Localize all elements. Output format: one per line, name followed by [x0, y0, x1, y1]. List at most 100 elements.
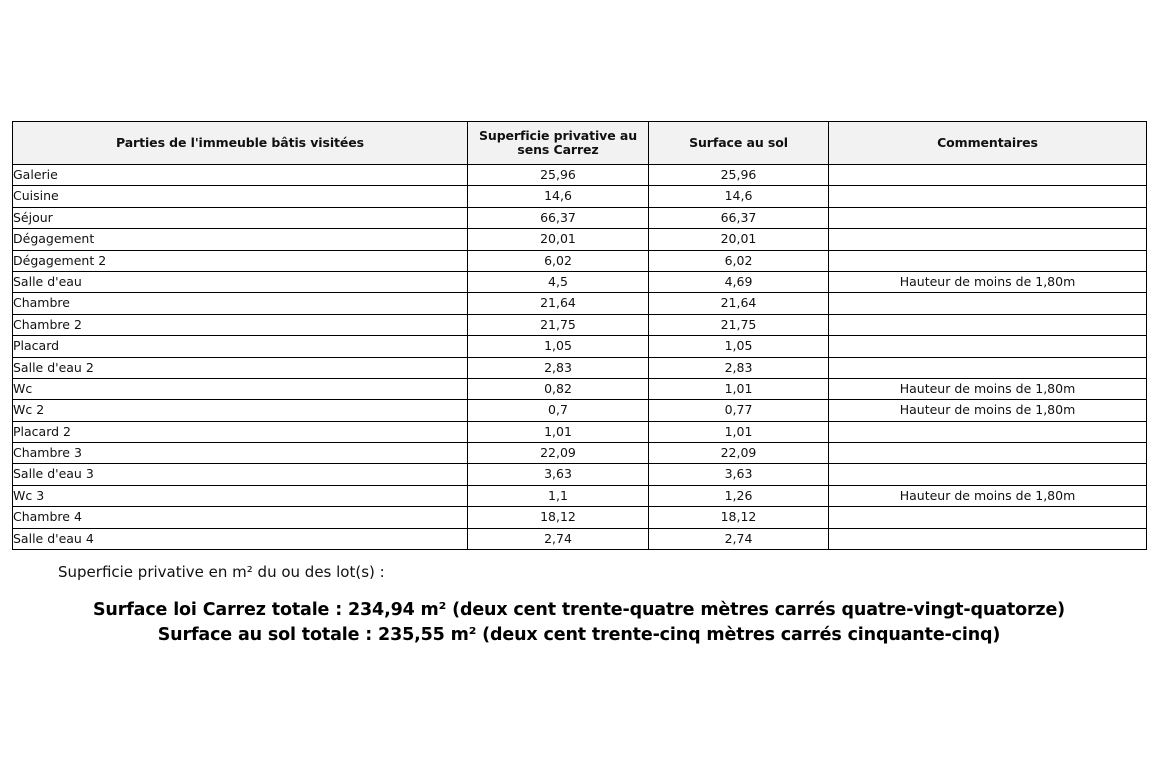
cell-room-name: Chambre	[12, 292, 468, 315]
cell-floor-area: 0,77	[648, 399, 829, 422]
cell-floor-area: 66,37	[648, 206, 829, 230]
cell-comment	[828, 442, 1147, 465]
cell-comment: Hauteur de moins de 1,80m	[828, 377, 1147, 401]
cell-carrez-area: 0,7	[467, 399, 649, 422]
cell-carrez-area: 66,37	[467, 206, 649, 230]
cell-carrez-area: 1,01	[467, 420, 649, 444]
cell-comment	[828, 206, 1147, 230]
cell-carrez-area: 18,12	[467, 506, 649, 529]
cell-floor-area: 25,96	[648, 163, 829, 187]
cell-room-name: Galerie	[12, 163, 468, 187]
table-row: Wc 3 1,1 1,26 Hauteur de moins de 1,80m	[12, 484, 1147, 508]
cell-comment: Hauteur de moins de 1,80m	[828, 484, 1147, 508]
cell-carrez-area: 21,75	[467, 313, 649, 337]
cell-room-name: Placard	[12, 335, 468, 358]
cell-carrez-area: 0,82	[467, 377, 649, 401]
cell-carrez-area: 22,09	[467, 442, 649, 465]
table-row: Chambre 2 21,75 21,75	[12, 313, 1147, 337]
cell-comment	[828, 506, 1147, 529]
cell-room-name: Chambre 2	[12, 313, 468, 337]
cell-floor-area: 21,64	[648, 292, 829, 315]
cell-floor-area: 2,74	[648, 527, 829, 551]
table-row: Chambre 4 18,12 18,12	[12, 506, 1147, 529]
cell-room-name: Wc	[12, 377, 468, 401]
table-row: Salle d'eau 2 2,83 2,83	[12, 356, 1147, 379]
cell-floor-area: 22,09	[648, 442, 829, 465]
table-row: Salle d'eau 3 3,63 3,63	[12, 463, 1147, 486]
total-carrez-line: Surface loi Carrez totale : 234,94 m² (d…	[92, 600, 1066, 621]
table-row: Salle d'eau 4 2,74 2,74	[12, 527, 1147, 551]
cell-floor-area: 18,12	[648, 506, 829, 529]
cell-carrez-area: 14,6	[467, 185, 649, 208]
cell-comment	[828, 249, 1147, 272]
cell-comment	[828, 356, 1147, 379]
table-row: Wc 0,82 1,01 Hauteur de moins de 1,80m	[12, 377, 1147, 401]
column-header-surface-au-sol: Surface au sol	[648, 121, 829, 165]
cell-room-name: Chambre 4	[12, 506, 468, 529]
cell-carrez-area: 25,96	[467, 163, 649, 187]
cell-comment	[828, 420, 1147, 444]
cell-floor-area: 6,02	[648, 249, 829, 272]
cell-carrez-area: 1,05	[467, 335, 649, 358]
cell-comment	[828, 292, 1147, 315]
cell-comment	[828, 527, 1147, 551]
lot-lead-in-text: Superficie privative en m² du ou des lot…	[58, 563, 385, 581]
cell-carrez-area: 6,02	[467, 249, 649, 272]
cell-carrez-area: 4,5	[467, 270, 649, 294]
cell-room-name: Salle d'eau 3	[12, 463, 468, 486]
column-header-superficie-carrez-line1: Superficie privative au	[479, 127, 637, 143]
column-header-commentaires: Commentaires	[828, 121, 1147, 165]
cell-floor-area: 1,01	[648, 377, 829, 401]
cell-carrez-area: 21,64	[467, 292, 649, 315]
cell-comment: Hauteur de moins de 1,80m	[828, 399, 1147, 422]
table-row: Dégagement 2 6,02 6,02	[12, 249, 1147, 272]
cell-carrez-area: 20,01	[467, 228, 649, 251]
cell-carrez-area: 2,83	[467, 356, 649, 379]
cell-room-name: Cuisine	[12, 185, 468, 208]
cell-room-name: Placard 2	[12, 420, 468, 444]
cell-floor-area: 14,6	[648, 185, 829, 208]
column-header-parties: Parties de l'immeuble bâtis visitées	[12, 121, 468, 165]
table-header: Parties de l'immeuble bâtis visitées Sup…	[12, 121, 1147, 165]
cell-carrez-area: 3,63	[467, 463, 649, 486]
cell-carrez-area: 2,74	[467, 527, 649, 551]
table-row: Dégagement 20,01 20,01	[12, 228, 1147, 251]
table-row: Placard 1,05 1,05	[12, 335, 1147, 358]
table-row: Salle d'eau 4,5 4,69 Hauteur de moins de 1,…	[12, 270, 1147, 294]
cell-room-name: Salle d'eau 4	[12, 527, 468, 551]
cell-comment	[828, 335, 1147, 358]
table-body: Galerie 25,96 25,96 Cuisine 14,6 14,6 Séjour 66…	[12, 163, 1147, 551]
cell-room-name: Séjour	[12, 206, 468, 230]
table-row: Placard 2 1,01 1,01	[12, 420, 1147, 444]
cell-floor-area: 3,63	[648, 463, 829, 486]
cell-floor-area: 20,01	[648, 228, 829, 251]
cell-floor-area: 4,69	[648, 270, 829, 294]
table-row: Galerie 25,96 25,96	[12, 163, 1147, 187]
cell-floor-area: 2,83	[648, 356, 829, 379]
table-row: Chambre 21,64 21,64	[12, 292, 1147, 315]
cell-carrez-area: 1,1	[467, 484, 649, 508]
cell-comment	[828, 185, 1147, 208]
table-row: Séjour 66,37 66,37	[12, 206, 1147, 230]
table-row: Chambre 3 22,09 22,09	[12, 442, 1147, 465]
surface-measurement-table: Parties de l'immeuble bâtis visitées Sup…	[12, 121, 1147, 551]
column-header-superficie-carrez-line2: sens Carrez	[517, 142, 599, 157]
cell-room-name: Dégagement	[12, 228, 468, 251]
cell-comment	[828, 313, 1147, 337]
cell-room-name: Salle d'eau 2	[12, 356, 468, 379]
cell-room-name: Wc 3	[12, 484, 468, 508]
cell-room-name: Salle d'eau	[12, 270, 468, 294]
cell-room-name: Dégagement 2	[12, 249, 468, 272]
cell-floor-area: 1,26	[648, 484, 829, 508]
cell-comment	[828, 228, 1147, 251]
cell-comment	[828, 163, 1147, 187]
cell-comment: Hauteur de moins de 1,80m	[828, 270, 1147, 294]
surface-table-container: Parties de l'immeuble bâtis visitées Sup…	[12, 121, 1147, 551]
cell-floor-area: 1,01	[648, 420, 829, 444]
cell-comment	[828, 463, 1147, 486]
cell-room-name: Chambre 3	[12, 442, 468, 465]
cell-floor-area: 1,05	[648, 335, 829, 358]
table-row: Wc 2 0,7 0,77 Hauteur de moins de 1,80m	[12, 399, 1147, 422]
table-header-row: Parties de l'immeuble bâtis visitées Sup…	[12, 121, 1147, 165]
